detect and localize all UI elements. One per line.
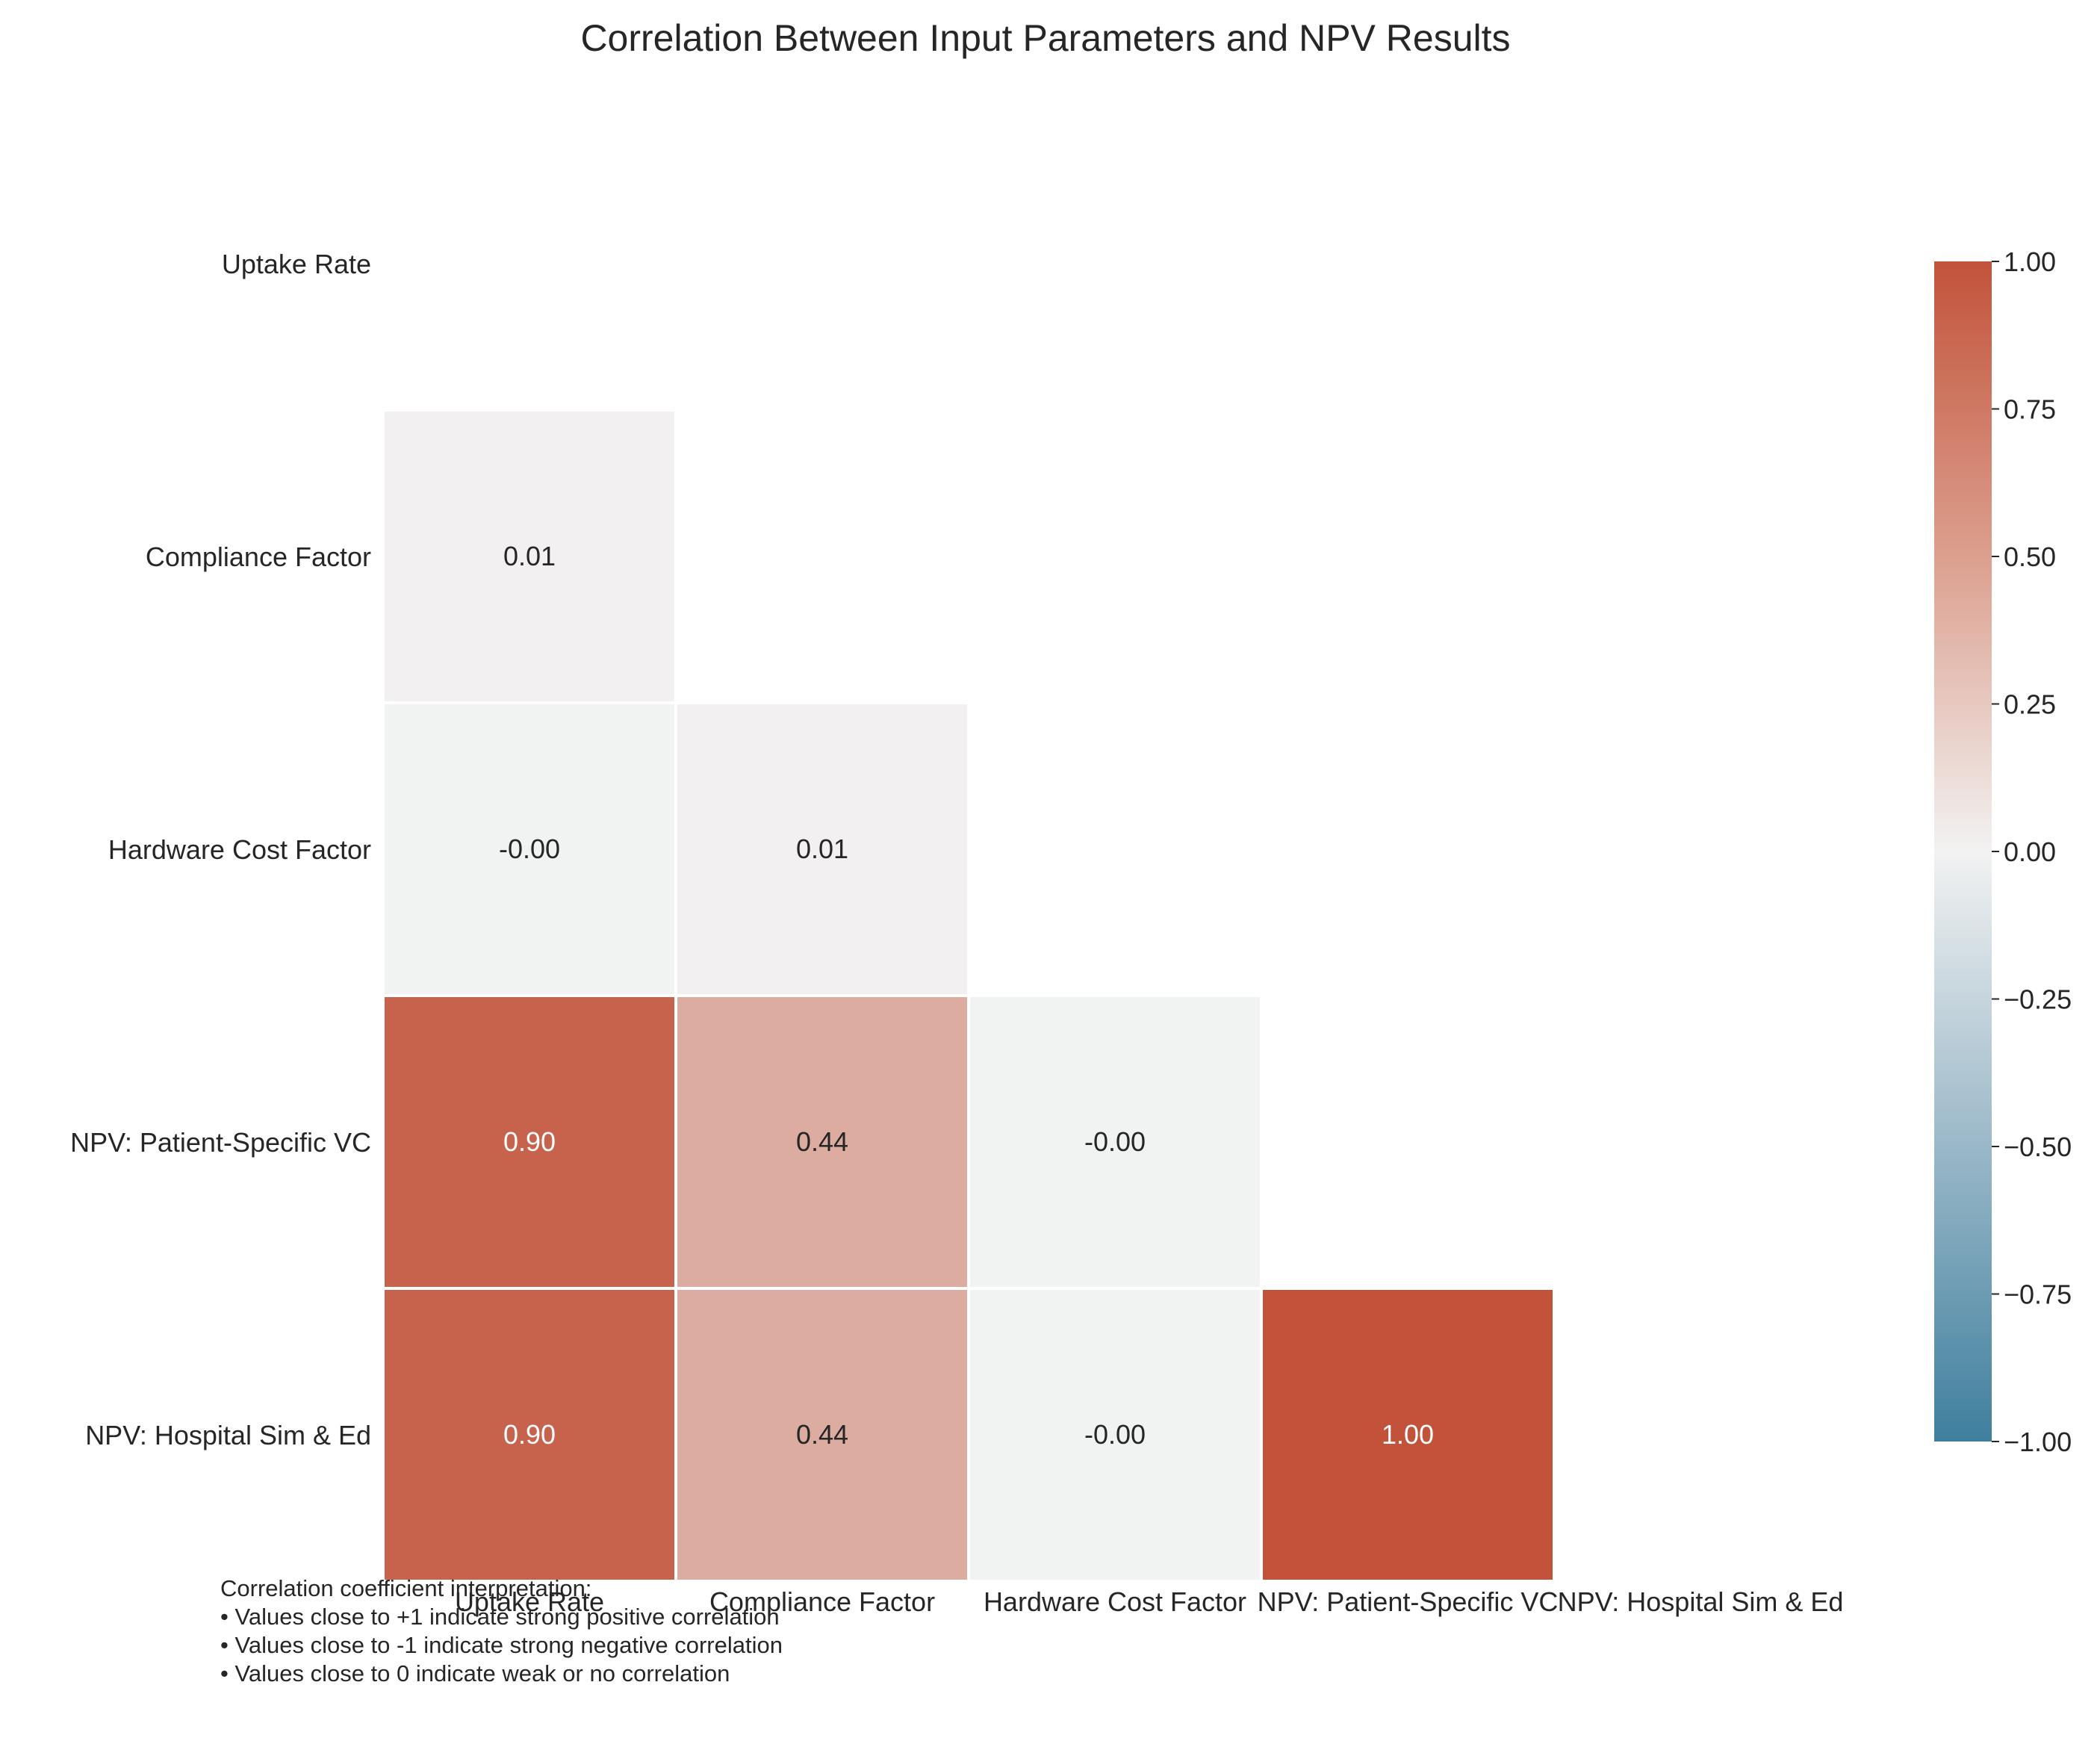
cell-value-label: 0.44 xyxy=(796,1419,848,1450)
colorbar-gradient xyxy=(1934,261,1992,1442)
heatmap-cell xyxy=(967,994,1263,1290)
heatmap-cell xyxy=(1260,1287,1556,1583)
cell-value-label: 1.00 xyxy=(1382,1419,1434,1450)
colorbar-tick-label: −1.00 xyxy=(2004,1427,2072,1457)
column-labels: Uptake Rate Compliance Factor Hardware Cos… xyxy=(455,1586,1843,1617)
heatmap-cell xyxy=(382,409,677,704)
chart-title: Correlation Between Input Parameters and… xyxy=(580,17,1510,59)
colorbar-tick-label: 0.75 xyxy=(2004,394,2056,425)
cell-value-label: -0.00 xyxy=(1084,1419,1146,1450)
column-label: Compliance Factor xyxy=(709,1586,935,1617)
heatmap-cells: 0.01 -0.00 0.01 0.90 0.44 -0.00 0.90 0.44 -0.00 1… xyxy=(382,409,1556,1583)
heatmap-cell xyxy=(674,1287,970,1583)
heatmap-cell xyxy=(382,994,677,1290)
cell-value-label: 0.44 xyxy=(796,1126,848,1157)
heatmap-cell xyxy=(674,994,970,1290)
colorbar-ticks: 1.00 0.75 0.50 0.25 0.00 −0.25 −0.50 −0.75 −1.00 xyxy=(1992,246,2072,1457)
cell-value-label: 0.90 xyxy=(503,1126,556,1157)
cell-value-label: 0.01 xyxy=(796,834,848,864)
row-label: NPV: Hospital Sim & Ed xyxy=(85,1420,371,1450)
note-line-4: • Values close to 0 indicate weak or no … xyxy=(220,1660,730,1687)
column-label: Hardware Cost Factor xyxy=(984,1586,1246,1617)
colorbar-tick-label: −0.25 xyxy=(2004,984,2072,1015)
interpretation-note: Correlation coefficient interpretation: … xyxy=(220,1575,783,1687)
column-label: NPV: Patient-Specific VC xyxy=(1258,1586,1559,1617)
row-label: Compliance Factor xyxy=(146,542,371,572)
column-label: Uptake Rate xyxy=(455,1586,604,1617)
colorbar xyxy=(1934,261,1992,1442)
cell-value-label: -0.00 xyxy=(1084,1126,1146,1157)
note-line-2: • Values close to +1 indicate strong pos… xyxy=(220,1604,780,1630)
heatmap-cell xyxy=(967,1287,1263,1583)
cell-value-label: 0.90 xyxy=(503,1419,556,1450)
note-line-1: Correlation coefficient interpretation: xyxy=(220,1575,591,1601)
colorbar-tick-label: 0.50 xyxy=(2004,542,2056,572)
heatmap-cell xyxy=(674,701,970,997)
colorbar-tick-label: −0.50 xyxy=(2004,1132,2072,1162)
note-line-3: • Values close to -1 indicate strong neg… xyxy=(220,1632,783,1658)
row-label: Hardware Cost Factor xyxy=(108,834,371,865)
colorbar-tick-label: 0.00 xyxy=(2004,837,2056,867)
cell-value-label: -0.00 xyxy=(499,834,560,864)
colorbar-tick-label: 1.00 xyxy=(2004,246,2056,277)
cell-value-label: 0.01 xyxy=(503,541,556,571)
colorbar-tick-label: 0.25 xyxy=(2004,689,2056,720)
row-labels: Uptake Rate Compliance Factor Hardware Cos… xyxy=(70,249,371,1450)
colorbar-tick-label: −0.75 xyxy=(2004,1279,2072,1310)
heatmap-cell xyxy=(382,701,677,997)
row-label: NPV: Patient-Specific VC xyxy=(70,1127,371,1158)
heatmap-cell xyxy=(382,1287,677,1583)
column-label: NPV: Hospital Sim & Ed xyxy=(1558,1586,1844,1617)
row-label: Uptake Rate xyxy=(222,249,371,279)
